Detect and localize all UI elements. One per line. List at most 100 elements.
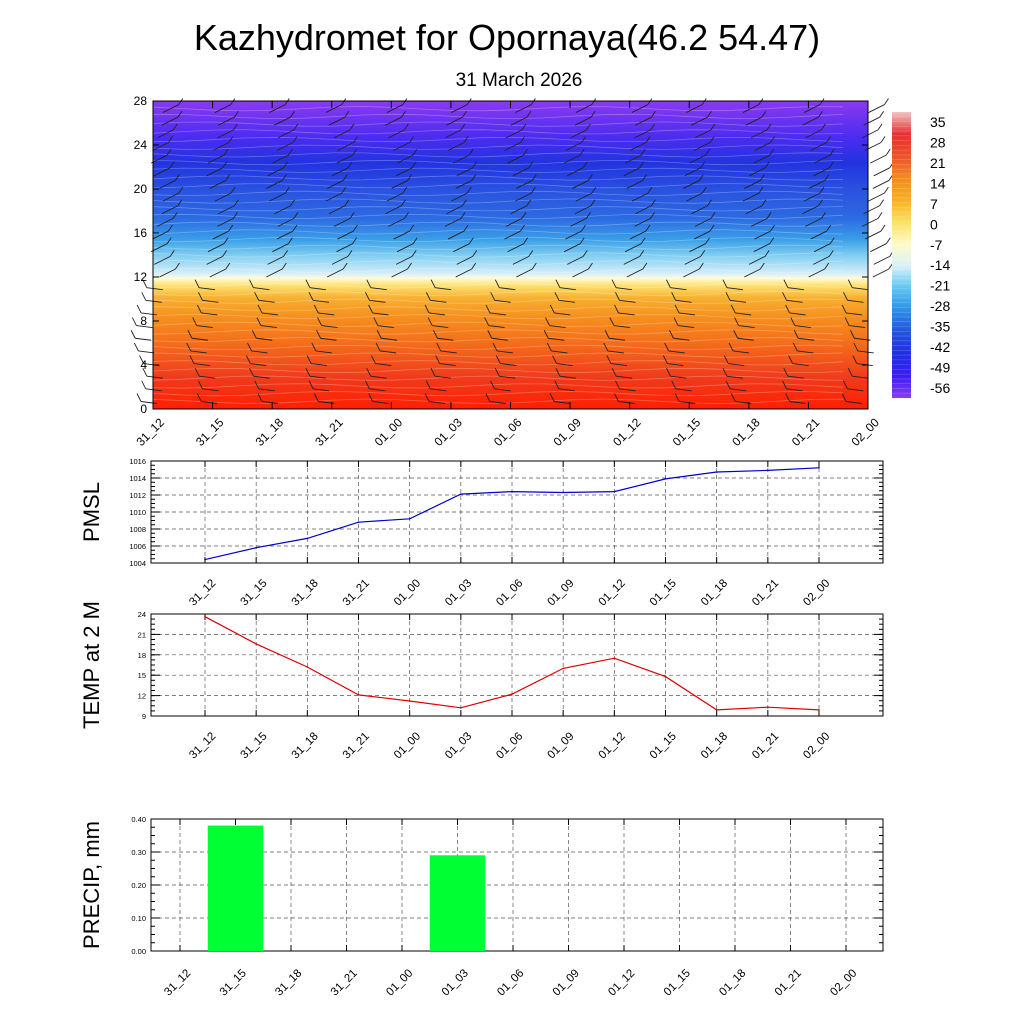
heatmap-xtick-label: 02_00: [848, 415, 882, 449]
wind-barb: [872, 174, 894, 189]
wind-barb-shaft: [554, 312, 571, 316]
wind-barb: [217, 212, 238, 227]
contour-line: [152, 229, 844, 235]
wind-barb: [308, 380, 330, 392]
wind-barb-feather: [829, 148, 835, 156]
wind-barb-shaft: [135, 337, 152, 341]
wind-barb-feather: [734, 317, 740, 326]
wind-barb: [669, 330, 690, 341]
wind-barb-feather: [412, 148, 418, 156]
wind-barb-shaft: [516, 180, 533, 189]
wind-barb: [218, 199, 239, 215]
wind-barb-shaft: [810, 230, 827, 240]
wind-barb-feather: [769, 237, 775, 244]
wind-barb-shaft: [678, 325, 695, 329]
wind-barb-shaft: [201, 401, 218, 404]
heatmap-xtick-label: 01_09: [551, 415, 585, 449]
wind-barb: [566, 161, 588, 177]
wind-barb: [572, 262, 593, 278]
wind-barb: [326, 262, 348, 278]
wind-barb-shaft: [256, 337, 273, 341]
wind-barb-feather: [824, 262, 830, 270]
wind-barb: [802, 110, 823, 126]
wind-barb-feather: [590, 110, 596, 118]
wind-barb: [505, 212, 527, 227]
wind-barb-feather: [640, 148, 646, 156]
wind-barb-shaft: [455, 180, 472, 189]
wind-barb-feather: [877, 212, 883, 219]
wind-barb-shaft: [202, 299, 219, 303]
xtick-label: 31_12: [162, 967, 193, 998]
xtick-label: 02_00: [828, 967, 859, 998]
wind-barb: [333, 123, 355, 139]
wind-barb-feather: [290, 199, 295, 206]
wind-barb-feather: [707, 110, 712, 118]
wind-barb-feather: [490, 380, 496, 390]
wind-barb: [689, 237, 710, 253]
wind-barb-shaft: [625, 154, 642, 164]
wind-barb: [159, 174, 180, 189]
wind-barb: [813, 161, 834, 177]
wind-barb-feather: [710, 212, 716, 219]
wind-barb: [427, 317, 449, 329]
wind-barb-shaft: [619, 388, 636, 392]
colorbar: [892, 112, 911, 398]
wind-barb-feather: [353, 224, 358, 232]
wind-barb-feather: [880, 224, 886, 232]
wind-barb-shaft: [789, 312, 806, 316]
wind-barb-shaft: [549, 325, 566, 329]
wind-barb-shaft: [309, 287, 326, 291]
ytick-label: 1008: [129, 525, 146, 534]
wind-barb-shaft: [786, 299, 803, 303]
wind-barb-feather: [521, 123, 527, 131]
wind-barb-feather: [373, 317, 379, 326]
wind-barb-feather: [581, 136, 587, 143]
wind-barb: [805, 123, 826, 139]
wind-barb-shaft: [572, 268, 589, 278]
wind-barb-shaft: [683, 268, 700, 278]
xtick-label: 01_03: [440, 967, 471, 998]
wind-barb-feather: [705, 148, 711, 156]
wind-barb-shaft: [624, 243, 642, 253]
wind-barb-feather: [411, 161, 417, 169]
wind-barb-shaft: [313, 388, 330, 392]
wind-barb-shaft: [846, 312, 863, 316]
wind-barb-feather: [344, 110, 350, 118]
wind-barb-feather: [311, 342, 317, 352]
wind-barb-feather: [436, 342, 442, 352]
wind-barb-feather: [852, 355, 858, 364]
wind-barb-shaft: [456, 167, 473, 177]
wind-barb-shaft: [146, 287, 163, 291]
wind-barb: [745, 110, 767, 126]
wind-barb: [634, 123, 655, 139]
wind-barb: [803, 98, 825, 113]
data-point: [511, 490, 513, 493]
wind-barb: [684, 250, 706, 265]
wind-barb: [446, 110, 467, 126]
wind-barb-shaft: [675, 388, 692, 392]
wind-barb: [386, 186, 408, 202]
wind-barb-shaft: [750, 129, 768, 139]
wind-barb-feather: [606, 355, 612, 364]
wind-barb-shaft: [191, 337, 209, 341]
wind-barb-feather: [409, 224, 415, 232]
data-point: [562, 667, 564, 670]
wind-barb: [635, 199, 656, 215]
wind-barb-shaft: [372, 401, 389, 404]
wind-barb-feather: [139, 355, 144, 364]
xtick-label: 31_21: [341, 577, 372, 608]
wind-barb-feather: [471, 262, 477, 270]
xtick-label: 01_21: [750, 730, 781, 761]
wind-barb: [683, 262, 704, 278]
wind-barb-feather: [792, 342, 798, 352]
wind-barb: [212, 224, 234, 240]
wind-barb-feather: [554, 292, 560, 301]
wind-barb: [337, 224, 358, 240]
wind-barb-shaft: [846, 401, 863, 404]
wind-barb: [725, 380, 747, 392]
wind-barb: [574, 199, 596, 215]
wind-barb: [510, 110, 532, 126]
wind-barb-feather: [425, 380, 431, 390]
